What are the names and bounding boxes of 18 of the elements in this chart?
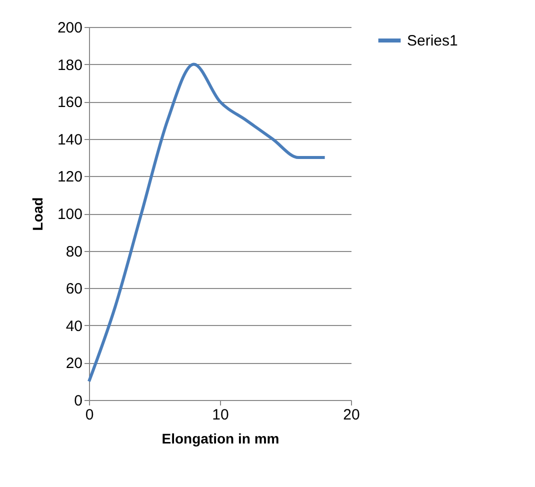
x-axis-title: Elongation in mm [162,430,280,446]
y-tick-label: 20 [66,355,82,372]
x-tick-label: 10 [212,406,229,424]
y-tick-label: 40 [66,318,82,335]
x-tick-label: 0 [85,406,94,424]
y-tick-label: 0 [74,392,82,410]
legend-label: Series1 [407,32,458,50]
y-tick-label: 140 [57,131,82,148]
y-axis-title: Load [29,197,46,231]
y-tick-label: 180 [57,56,82,74]
line-series [88,62,326,383]
x-tick-label: 20 [343,406,360,424]
y-tick-label: 100 [57,206,82,223]
y-tick-label: 60 [66,280,82,298]
y-tick-label: 200 [57,20,82,36]
y-tick-label: 160 [57,94,82,112]
y-tick-label: 80 [66,243,82,260]
y-tick-label: 120 [57,168,82,186]
